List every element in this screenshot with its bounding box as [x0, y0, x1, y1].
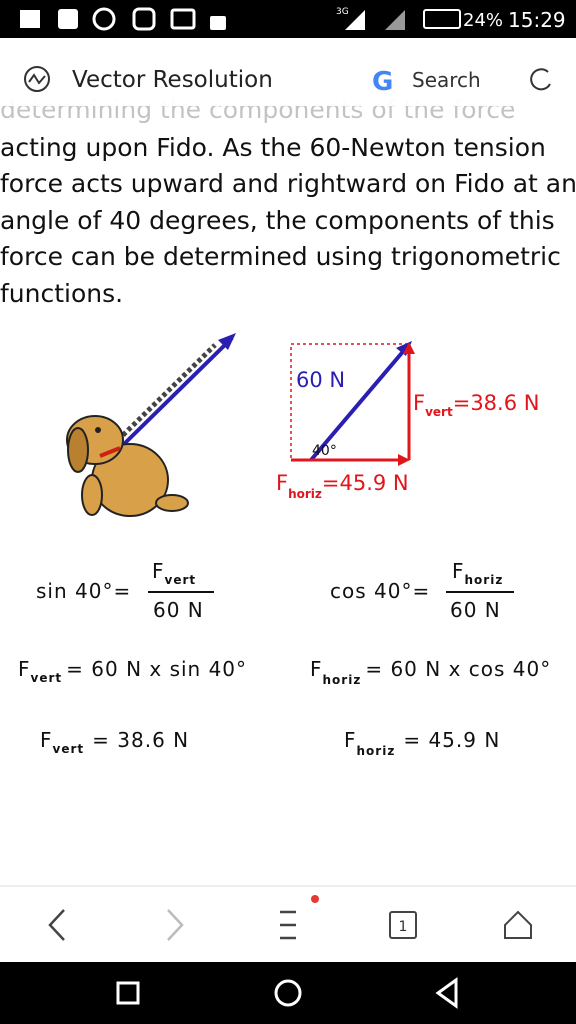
- dog-tail: [155, 494, 189, 512]
- sin-numerator: Fvert: [152, 559, 196, 587]
- subscript: horiz: [288, 487, 322, 501]
- symbol: F: [413, 391, 425, 415]
- symbol: F: [276, 471, 288, 495]
- subscript: vert: [31, 671, 63, 685]
- back-system-button[interactable]: [435, 977, 458, 1009]
- chain: [116, 343, 217, 442]
- paragraph-line: acting upon Fido. As the 60-Newton tensi…: [0, 133, 546, 162]
- arrowhead: [403, 342, 415, 354]
- toolbar: [0, 38, 576, 106]
- battery-level: 24%: [463, 10, 503, 31]
- icon: [20, 10, 40, 28]
- icon: [170, 8, 196, 30]
- dog-ear: [67, 427, 89, 473]
- value: =45.9 N: [322, 471, 409, 495]
- subscript: horiz: [465, 573, 504, 587]
- paragraph-line: functions.: [0, 279, 123, 308]
- horiz-product: Fhoriz = 60 N x cos 40°: [310, 657, 551, 687]
- vert-result: Fvert = 38.6 N: [40, 728, 189, 756]
- cos-numerator: Fhoriz: [452, 559, 503, 587]
- icon: [210, 16, 226, 30]
- cos-denominator: 60 N: [450, 598, 501, 622]
- subscript: vert: [425, 405, 453, 419]
- notification-dot: [311, 895, 319, 903]
- symbol: F: [310, 657, 323, 681]
- rhs: = 60 N x cos 40°: [365, 657, 551, 681]
- lhs: cos 40°: [330, 579, 412, 603]
- angle-label: 40°: [312, 443, 337, 459]
- dog-eye: [95, 427, 101, 433]
- rhs: = 38.6 N: [92, 728, 189, 752]
- hypotenuse-label: 60 N: [296, 368, 345, 392]
- page-icon-mark: [28, 73, 46, 85]
- battery: [423, 9, 461, 29]
- home-button[interactable]: [504, 910, 532, 939]
- vert-product: Fvert = 60 N x sin 40°: [18, 657, 247, 685]
- symbol: F: [40, 728, 53, 752]
- symbol: F: [344, 728, 357, 752]
- reload-button[interactable]: [530, 68, 551, 91]
- menu-button[interactable]: [280, 910, 296, 940]
- status-bar: [0, 0, 576, 38]
- dashed-box: [290, 343, 410, 461]
- paragraph-line: force can be determined using trigonomet…: [0, 242, 561, 271]
- arrowhead: [218, 333, 236, 350]
- subscript: vert: [53, 742, 85, 756]
- rhs: = 60 N x sin 40°: [66, 657, 247, 681]
- signal: [345, 10, 365, 30]
- value: =38.6 N: [453, 391, 540, 415]
- symbol: F: [18, 657, 31, 681]
- tension-arrow: [118, 336, 234, 450]
- lhs: sin 40°: [36, 579, 113, 603]
- cos-lhs: cos 40°=: [330, 579, 430, 603]
- signal: [385, 10, 405, 30]
- horizontal-label: Fhoriz=45.9 N: [276, 471, 409, 501]
- vertical-label: Fvert=38.6 N: [413, 391, 539, 419]
- vector-diagram: [290, 341, 415, 466]
- arrowhead: [398, 454, 410, 466]
- subscript: horiz: [357, 744, 396, 758]
- dog-illustration: [66, 333, 236, 517]
- network: 3G: [336, 7, 349, 17]
- status-icons: [20, 7, 461, 31]
- subscript: horiz: [323, 673, 362, 687]
- tab-count: 1: [399, 919, 408, 935]
- home-system-button[interactable]: [274, 979, 302, 1007]
- sin-denominator: 60 N: [153, 598, 204, 622]
- icon: [92, 7, 116, 31]
- system-nav: [0, 962, 576, 1024]
- page-icon[interactable]: [24, 66, 50, 92]
- back-button[interactable]: [48, 909, 65, 941]
- forward-button[interactable]: [167, 909, 184, 941]
- equals: =: [412, 579, 430, 603]
- equals: =: [113, 579, 131, 603]
- resultant: [309, 346, 408, 462]
- google-logo: G: [372, 67, 393, 97]
- rhs: = 45.9 N: [403, 728, 500, 752]
- tabs-button[interactable]: [389, 911, 417, 939]
- subscript: vert: [165, 573, 197, 587]
- sin-lhs: sin 40°=: [36, 579, 131, 603]
- collar: [99, 446, 121, 458]
- paragraph-line: force acts upward and rightward on Fido …: [0, 169, 576, 198]
- icon: [58, 9, 78, 29]
- page-title[interactable]: Vector Resolution: [72, 67, 273, 93]
- symbol: F: [452, 559, 465, 583]
- search-button[interactable]: Search: [412, 68, 481, 92]
- dog-leg: [81, 474, 103, 516]
- icon: [132, 7, 156, 31]
- symbol: F: [152, 559, 165, 583]
- paragraph-line: angle of 40 degrees, the components of t…: [0, 206, 555, 235]
- clock: 15:29: [508, 8, 566, 32]
- horiz-result: Fhoriz = 45.9 N: [344, 728, 500, 758]
- recents-button[interactable]: [116, 981, 140, 1005]
